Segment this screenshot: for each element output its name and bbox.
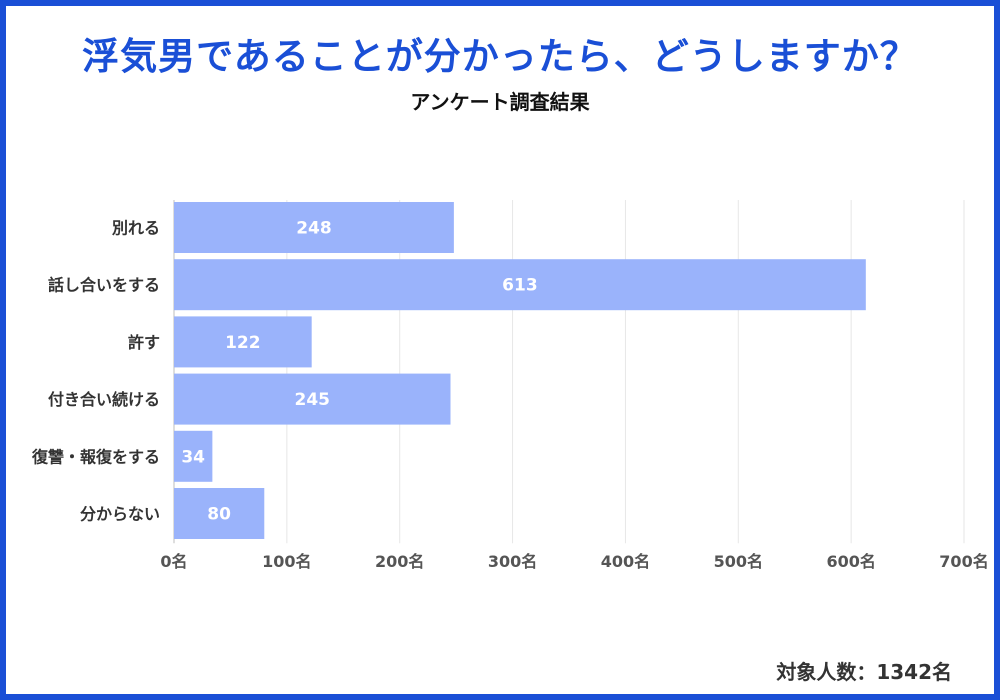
x-tick-label: 300名 xyxy=(488,552,537,571)
category-label: 話し合いをする xyxy=(48,276,160,295)
x-tick-label: 400名 xyxy=(601,552,650,571)
data-label: 248 xyxy=(296,219,332,239)
chart-subtitle: アンケート調査結果 xyxy=(410,90,590,114)
x-tick-label: 100名 xyxy=(262,552,311,571)
bar xyxy=(174,488,265,539)
data-label: 613 xyxy=(502,276,538,296)
x-tick-label: 200名 xyxy=(375,552,424,571)
bar xyxy=(174,259,866,311)
category-label: 復讐・報復をする xyxy=(31,447,160,466)
x-tick-label: 600名 xyxy=(826,552,875,571)
bar xyxy=(174,373,451,425)
respondent-count: 対象人数：1342名 xyxy=(776,660,952,684)
category-label: 別れる xyxy=(112,219,160,238)
bar xyxy=(174,202,454,253)
bar xyxy=(174,316,312,368)
data-label: 80 xyxy=(207,505,231,525)
data-label: 34 xyxy=(181,447,205,467)
category-label: 付き合い続ける xyxy=(48,390,160,409)
data-label: 245 xyxy=(295,390,331,410)
category-label: 許す xyxy=(128,333,160,352)
chart-title: 浮気男であることが分かったら、どうしますか？ xyxy=(82,35,918,78)
x-tick-label: 700名 xyxy=(939,552,988,571)
x-tick-label: 500名 xyxy=(714,552,763,571)
x-tick-label: 0名 xyxy=(160,552,187,571)
bar xyxy=(174,430,213,482)
data-label: 122 xyxy=(225,333,261,353)
category-label: 分からない xyxy=(80,505,160,524)
